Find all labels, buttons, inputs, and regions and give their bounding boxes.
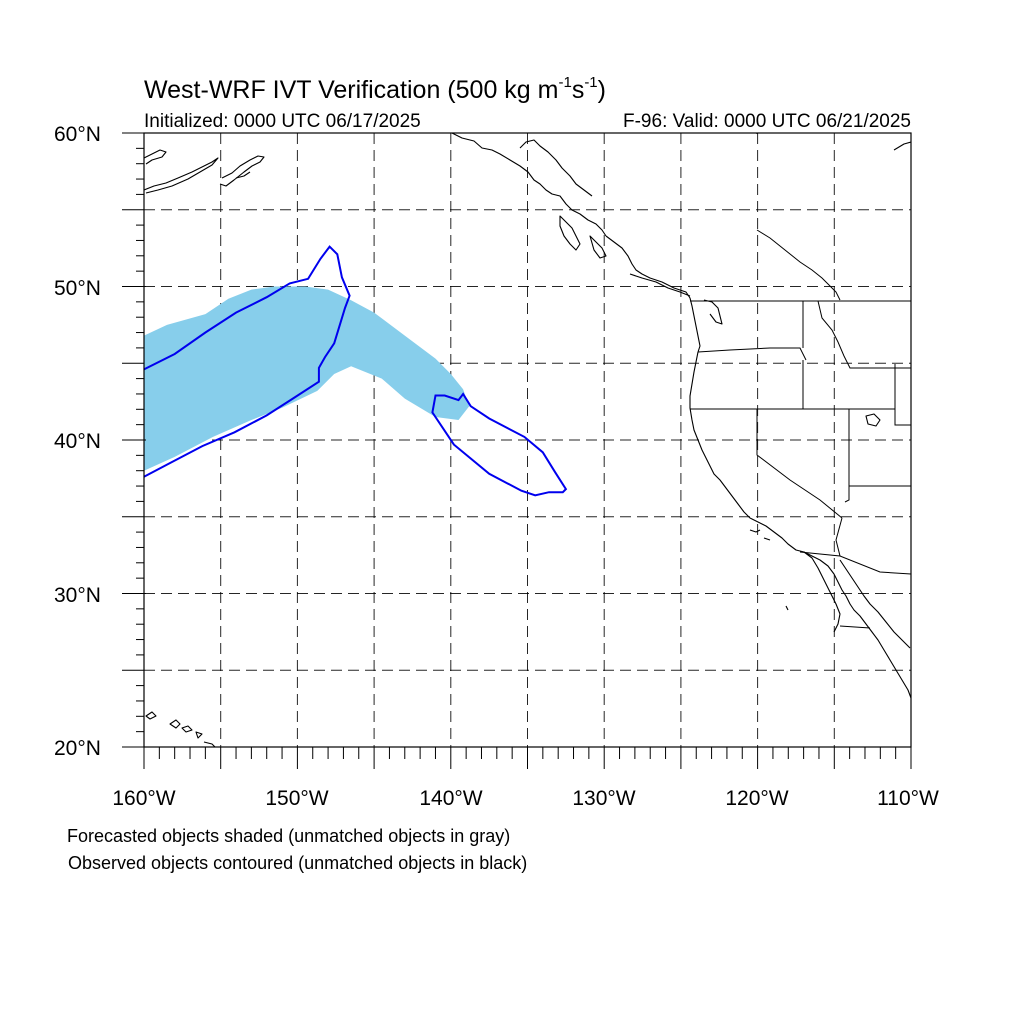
lon-label-160w: 160°W [112, 787, 175, 810]
axis-ticks [122, 132, 912, 769]
lon-label-150w: 150°W [265, 787, 328, 810]
lat-label-20: 20°N [54, 737, 101, 760]
initialized-label: Initialized: 0000 UTC 06/17/2025 [144, 111, 421, 132]
forecast-object-shaded [144, 286, 470, 471]
lat-label-40: 40°N [54, 430, 101, 453]
latitude-labels: 60°N 50°N 40°N 30°N 20°N [54, 123, 101, 760]
valid-time-label: F-96: Valid: 0000 UTC 06/21/2025 [623, 111, 911, 132]
observed-object-contour-main [144, 245, 351, 478]
lat-label-30: 30°N [54, 584, 101, 607]
coastlines [144, 133, 911, 747]
lon-label-110w: 110°W [877, 787, 939, 810]
political-borders [690, 133, 911, 629]
observed-object-contour-east [431, 392, 568, 497]
lon-label-130w: 130°W [572, 787, 635, 810]
longitude-labels: 160°W 150°W 140°W 130°W 120°W 110°W [112, 787, 939, 810]
lon-label-120w: 120°W [725, 787, 788, 810]
note-forecast: Forecasted objects shaded (unmatched obj… [67, 826, 510, 846]
map-title: West-WRF IVT Verification (500 kg m-1s-1… [144, 74, 606, 104]
note-observed: Observed objects contoured (unmatched ob… [68, 853, 527, 873]
lat-label-60: 60°N [54, 123, 101, 146]
lon-label-140w: 140°W [419, 787, 482, 810]
lat-label-50: 50°N [54, 277, 101, 300]
